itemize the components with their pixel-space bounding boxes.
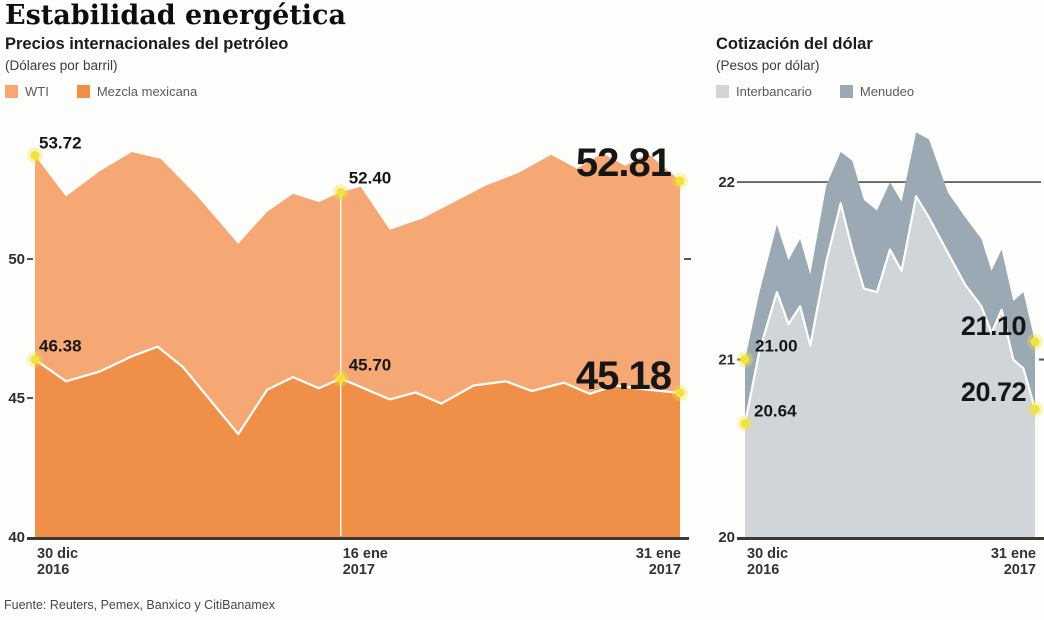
x-axis-label: 2017 [1004,562,1036,578]
value-marker [675,388,685,398]
value-label: 45.70 [349,356,392,375]
mezcla-swatch [76,85,90,98]
value-label: 53.72 [39,134,82,153]
oil-chart-legend: WTI Mezcla mexicana [5,84,288,99]
y-tick-label-22: 22 [718,174,735,191]
page-title: Estabilidad energética [5,0,346,31]
value-label: 20.64 [754,401,797,420]
wti-legend-label: WTI [25,84,49,99]
interbancario-edge [743,195,1037,424]
x-axis-label: 30 dic [747,546,788,562]
y-tick-label-40: 40 [8,529,25,546]
value-marker [740,418,750,428]
legend-item-menudeo: Menudeo [839,84,915,99]
legend-item-interbancario: Interbancario [716,84,812,99]
x-axis-label: 2017 [649,562,681,578]
x-axis-label: 31 ene [991,546,1036,562]
menudeo-legend-label: Menudeo [859,84,915,99]
legend-item-mezcla: Mezcla mexicana [76,84,198,99]
x-axis-label: 31 ene [636,546,681,562]
x-axis-label: 30 dic [37,546,78,562]
value-label: 20.72 [961,377,1026,407]
y-tick-label-50: 50 [8,251,25,268]
dollar-chart-unit: (Pesos por dólar) [716,58,820,73]
oil-chart-unit: (Dólares por barril) [5,58,118,73]
value-marker [1030,337,1040,347]
oil-chart-title: Precios internacionales del petróleo [5,35,289,53]
y-tick-label-21: 21 [718,352,735,369]
value-marker [336,374,346,384]
value-label: 52.81 [576,141,672,185]
value-marker [30,151,40,161]
value-label: 52.40 [349,168,392,187]
source-note: Fuente: Reuters, Pemex, Banxico y CitiBa… [4,598,275,612]
wti-swatch [5,85,18,98]
x-axis-label: 16 ene [343,546,388,562]
value-marker [30,355,40,365]
y-tick-label-45: 45 [8,390,25,407]
dollar-chart-title: Cotización del dólar [716,35,873,53]
y-tick-label-20: 20 [718,529,735,546]
mezcla-legend-label: Mezcla mexicana [96,84,198,99]
value-label: 21.10 [961,311,1026,341]
oil-chart-header: Precios internacionales del petróleo (Dó… [5,35,288,99]
value-marker [336,187,346,197]
dollar-chart-legend: Interbancario Menudeo [716,84,914,99]
dollar-chart-header: Cotización del dólar (Pesos por dólar) I… [716,35,914,99]
x-axis-label: 2017 [343,562,375,578]
x-axis-label: 2016 [747,562,779,578]
mezcla-mexicana-edge [34,345,681,436]
value-label: 45.18 [576,354,672,398]
value-marker [740,355,750,365]
value-label: 21.00 [755,337,798,356]
mezcla-mexicana-area [35,346,680,537]
x-axis-label: 2016 [37,562,69,578]
value-label: 46.38 [39,337,82,356]
value-marker [1030,404,1040,414]
interbancario-legend-label: Interbancario [736,84,812,99]
menudeo-swatch [839,85,853,98]
value-marker [675,176,685,186]
interbancario-swatch [716,85,729,98]
legend-item-wti: WTI [5,84,49,99]
